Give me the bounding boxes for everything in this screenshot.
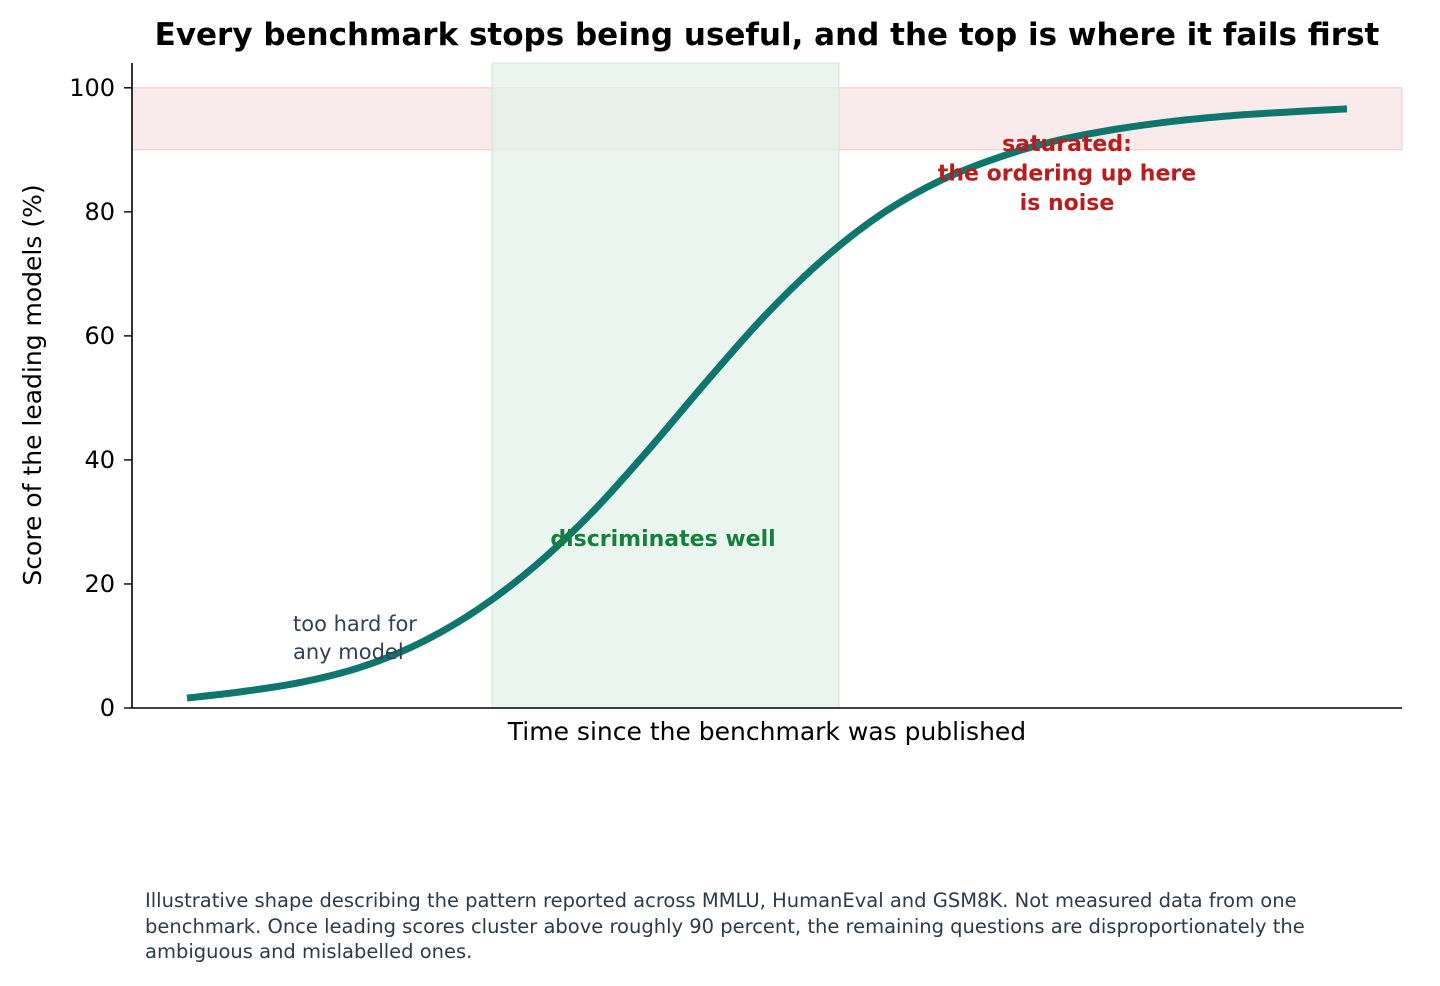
leading-score-line xyxy=(186,105,1348,702)
y-axis-ticks: 0 20 40 60 80 100 xyxy=(69,74,132,722)
annotation-discriminates-well: discriminates well xyxy=(550,527,775,552)
highlight-bands xyxy=(131,62,1403,709)
y-tick-label: 20 xyxy=(84,570,115,598)
series-layer xyxy=(186,105,1348,702)
annotation-line: saturated: xyxy=(1002,132,1132,157)
axes xyxy=(131,63,1402,709)
x-axis-label: Time since the benchmark was published xyxy=(507,717,1026,746)
annotation-saturated: saturated: the ordering up here is noise xyxy=(938,132,1196,216)
y-tick-label: 80 xyxy=(84,198,115,226)
chart-title: Every benchmark stops being useful, and … xyxy=(155,17,1380,53)
y-tick-label: 60 xyxy=(84,322,115,350)
annotation-line: discriminates well xyxy=(550,527,775,552)
annotation-line: is noise xyxy=(1020,191,1115,216)
annotation-line: the ordering up here xyxy=(938,162,1196,187)
y-tick-label: 100 xyxy=(69,74,115,102)
y-tick-label: 40 xyxy=(84,446,115,474)
figure-caption: Illustrative shape describing the patter… xyxy=(145,889,1305,963)
annotation-too-hard: too hard for any model xyxy=(293,612,417,664)
annotations: too hard for any model discriminates well s… xyxy=(293,132,1196,664)
annotation-line: any model xyxy=(293,640,404,664)
y-axis-label: Score of the leading models (%) xyxy=(18,184,47,585)
y-tick-label: 0 xyxy=(100,694,115,722)
annotation-line: too hard for xyxy=(293,612,417,636)
discrimination-band xyxy=(491,62,840,709)
